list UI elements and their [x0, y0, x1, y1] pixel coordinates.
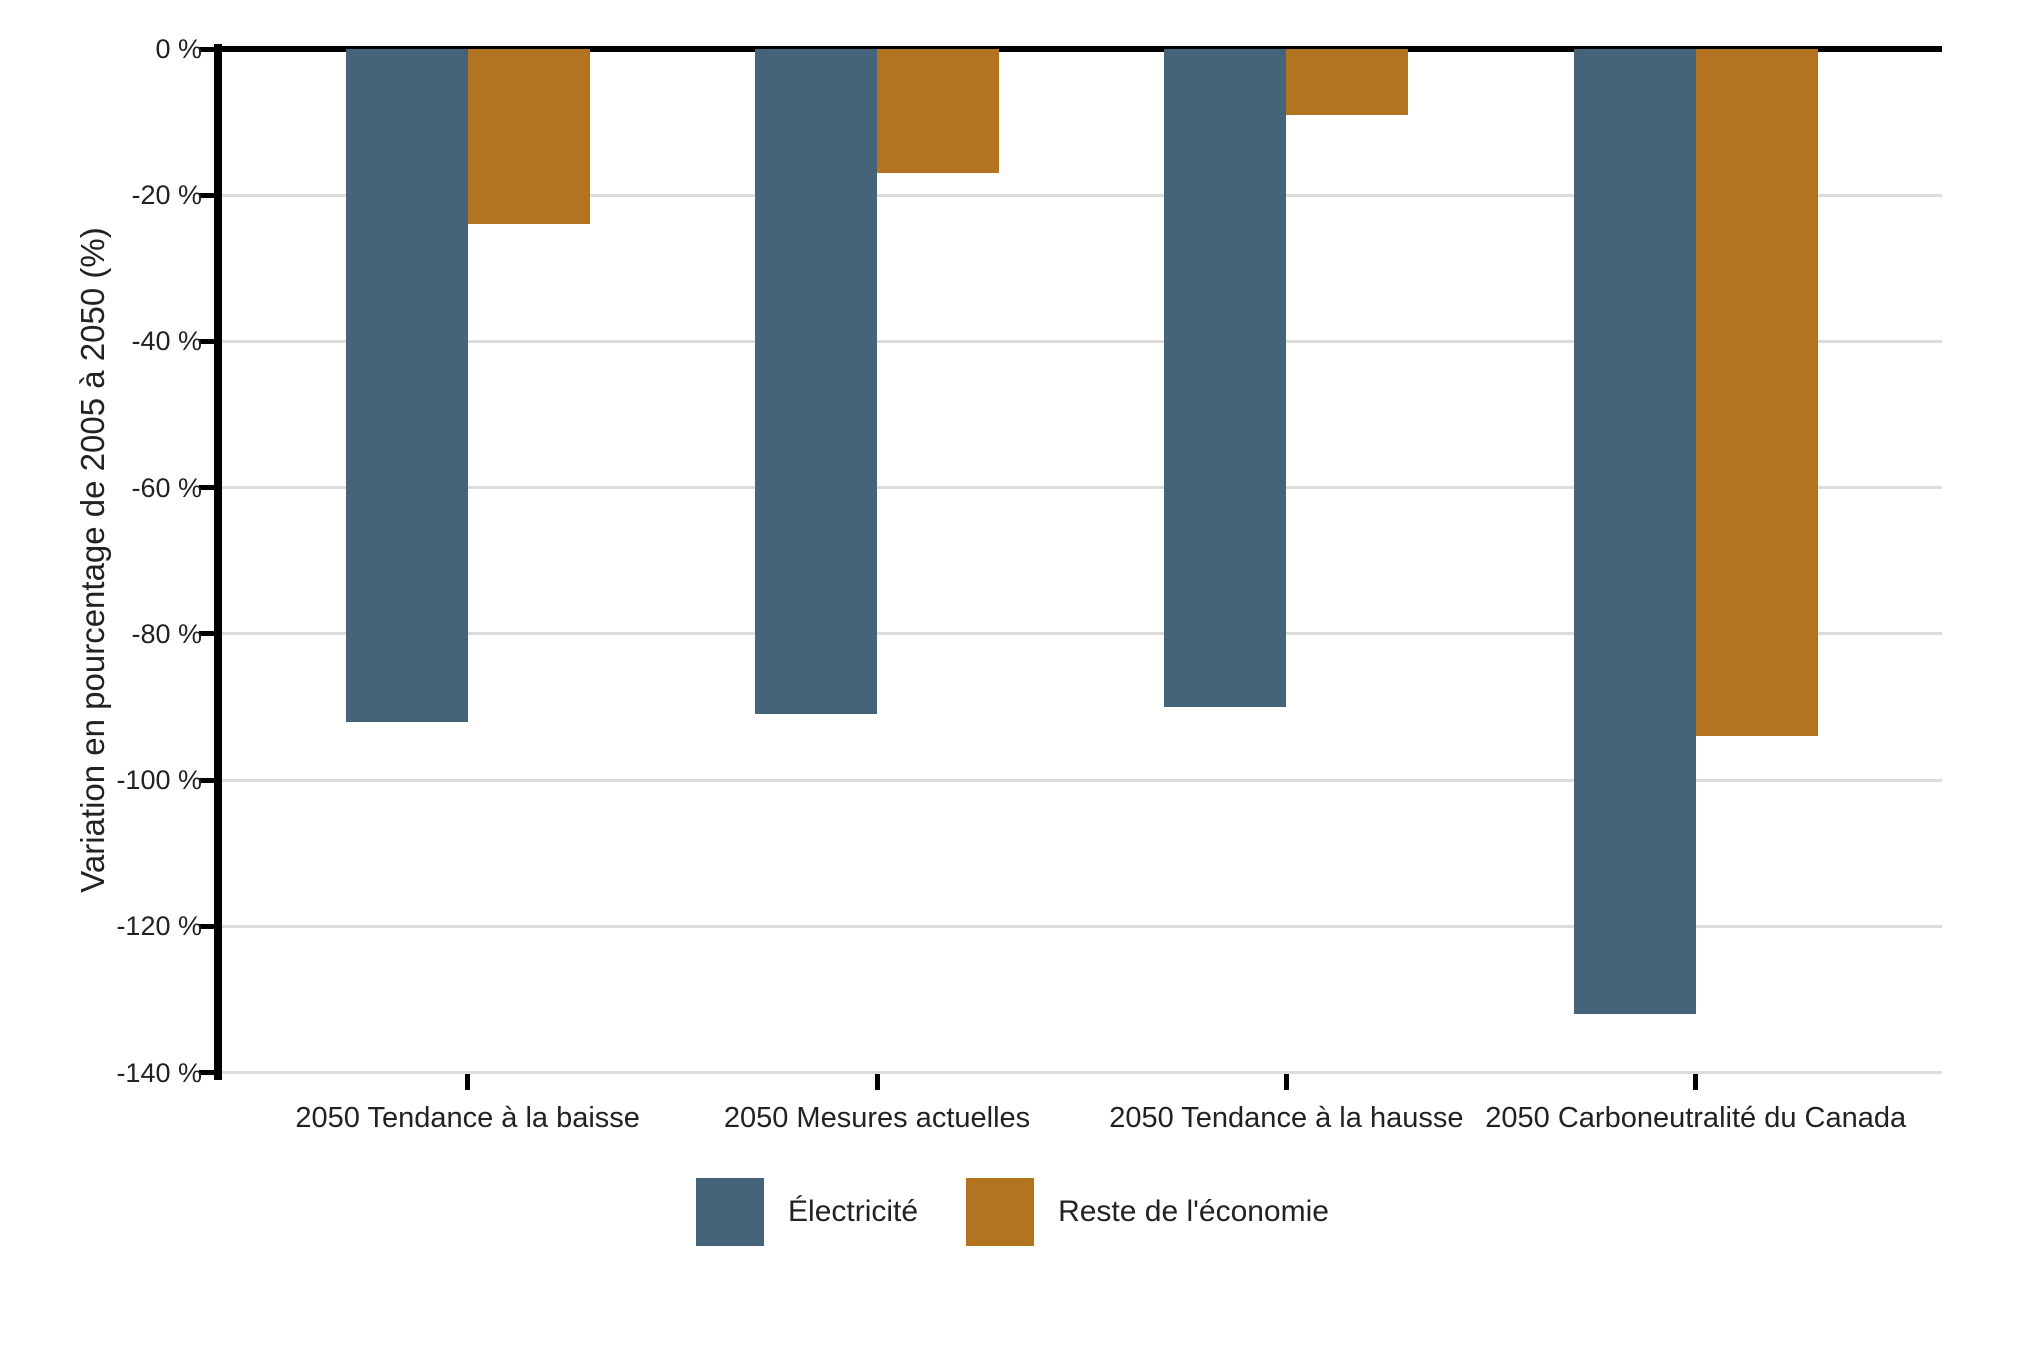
y-tick-label: -60 %: [131, 472, 202, 503]
y-tick-label: 0 %: [155, 34, 202, 64]
y-tick: [199, 923, 214, 929]
x-tick: [874, 1074, 880, 1090]
x-tick-label: 2050 Tendance à la hausse: [1109, 1102, 1464, 1134]
zero-baseline: [214, 46, 1942, 52]
bar-reste-economie-3: [1695, 49, 1818, 737]
gridline: [222, 1071, 1942, 1074]
gridline: [222, 486, 1942, 490]
y-tick: [199, 777, 214, 783]
legend-swatch-reste-economie: [966, 1178, 1035, 1246]
gridline: [222, 339, 1942, 343]
x-tick-label: 2050 Tendance à la baisse: [295, 1102, 640, 1134]
gridline: [222, 632, 1942, 636]
legend-swatch-electricite: [696, 1178, 765, 1246]
bar-reste-economie-1: [877, 49, 1000, 174]
bar-electricite-1: [755, 49, 878, 715]
x-tick: [1693, 1074, 1699, 1090]
legend-label-reste-economie: Reste de l'économie: [1058, 1195, 1329, 1228]
legend-item-reste-economie: Reste de l'économie: [966, 1178, 1329, 1246]
y-tick: [199, 46, 214, 52]
x-tick-label: 2050 Mesures actuelles: [723, 1102, 1031, 1134]
y-tick-label: -140 %: [116, 1057, 202, 1088]
x-tick: [465, 1074, 471, 1090]
gridline: [222, 778, 1942, 782]
y-axis-line: [214, 44, 222, 1080]
legend-item-electricite: Électricité: [696, 1178, 918, 1246]
y-tick: [199, 485, 214, 491]
bar-electricite-3: [1573, 49, 1696, 1014]
legend-label-electricite: Électricité: [788, 1195, 919, 1228]
bar-reste-economie-0: [467, 49, 590, 225]
gridline: [222, 924, 1942, 928]
legend: Électricité Reste de l'économie: [0, 1178, 2025, 1246]
y-tick-label: -20 %: [131, 180, 202, 211]
bar-electricite-2: [1164, 49, 1287, 707]
y-tick-label: -80 %: [131, 618, 202, 649]
x-tick: [1283, 1074, 1289, 1090]
y-tick: [199, 631, 214, 637]
gridline: [222, 193, 1942, 197]
y-tick-label: -100 %: [116, 765, 202, 796]
y-tick-label: -120 %: [116, 911, 202, 942]
bar-electricite-0: [345, 49, 468, 722]
y-tick: [199, 192, 214, 198]
y-tick: [199, 1070, 214, 1075]
bar-reste-economie-2: [1286, 49, 1409, 115]
y-tick: [199, 338, 214, 344]
y-tick-label: -40 %: [131, 326, 202, 357]
x-tick-label: 2050 Carboneutralité du Canada: [1485, 1102, 1907, 1134]
